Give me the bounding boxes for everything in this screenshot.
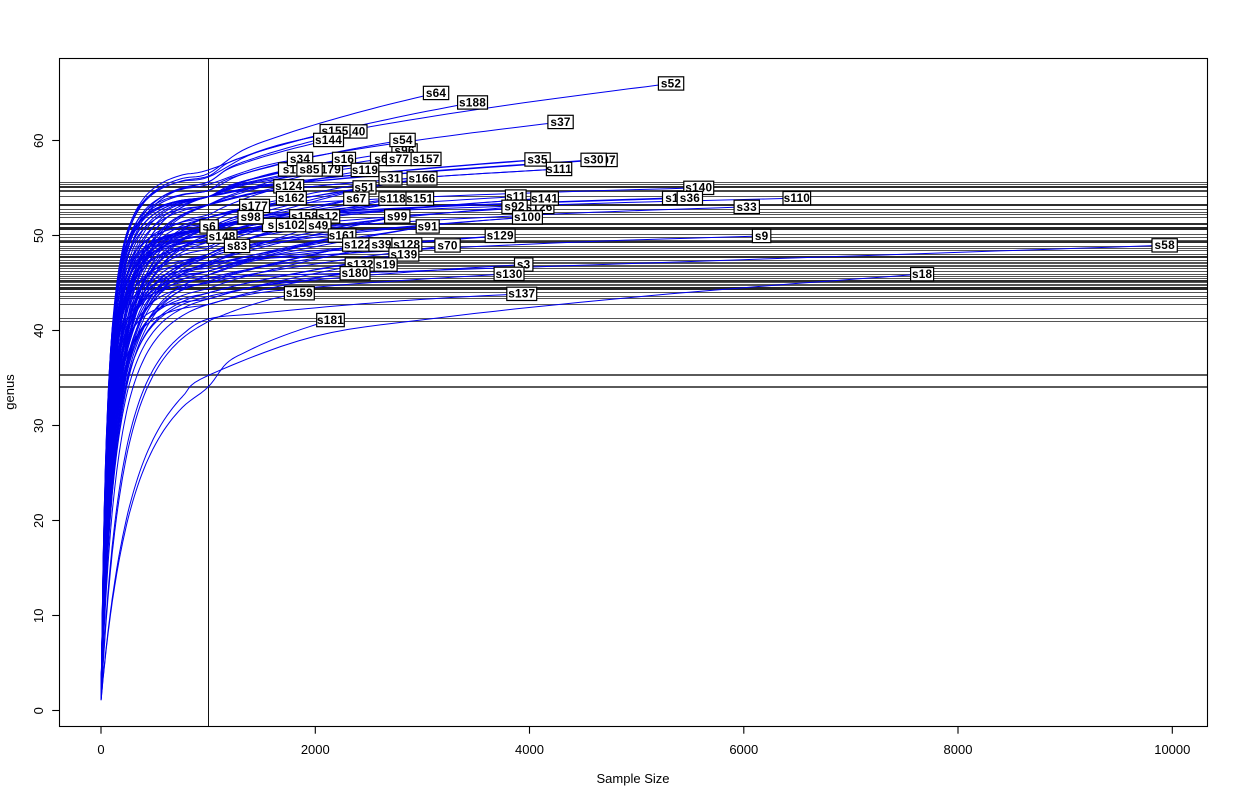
svg-text:0: 0 (97, 742, 104, 757)
svg-text:6000: 6000 (729, 742, 758, 757)
svg-text:s54: s54 (392, 133, 413, 147)
svg-text:s16: s16 (334, 152, 355, 166)
svg-text:s83: s83 (227, 239, 248, 253)
svg-text:s100: s100 (514, 210, 541, 224)
svg-text:s119: s119 (352, 163, 379, 177)
svg-text:s144: s144 (315, 133, 342, 147)
svg-text:genus: genus (2, 374, 17, 410)
svg-text:s30: s30 (583, 153, 604, 167)
svg-text:s102: s102 (278, 218, 305, 232)
svg-text:s162: s162 (278, 191, 305, 205)
svg-text:0: 0 (31, 707, 46, 714)
svg-text:s36: s36 (680, 191, 701, 205)
svg-text:s137: s137 (508, 287, 535, 301)
svg-text:s52: s52 (661, 76, 682, 90)
svg-text:s151: s151 (406, 192, 433, 206)
svg-text:10000: 10000 (1154, 742, 1190, 757)
svg-text:s98: s98 (241, 210, 262, 224)
svg-text:s181: s181 (317, 313, 344, 327)
svg-text:s51: s51 (354, 180, 375, 194)
svg-text:s159: s159 (286, 286, 313, 300)
svg-text:s110: s110 (784, 191, 811, 205)
svg-text:s31: s31 (380, 171, 401, 185)
svg-text:s49: s49 (308, 218, 329, 232)
svg-text:s1: s1 (665, 191, 679, 205)
svg-text:s130: s130 (495, 267, 522, 281)
svg-text:s141: s141 (531, 191, 558, 205)
svg-text:s58: s58 (1155, 238, 1176, 252)
svg-text:s33: s33 (737, 200, 758, 214)
svg-text:s166: s166 (408, 171, 435, 185)
svg-text:s64: s64 (426, 86, 447, 100)
svg-text:40: 40 (31, 324, 46, 338)
svg-text:10: 10 (31, 609, 46, 623)
svg-text:s177: s177 (241, 199, 268, 213)
svg-text:s67: s67 (346, 192, 367, 206)
svg-text:s122: s122 (344, 238, 371, 252)
svg-text:s85: s85 (299, 162, 320, 176)
svg-text:s19: s19 (375, 257, 396, 271)
svg-text:s35: s35 (527, 152, 548, 166)
svg-text:8000: 8000 (944, 742, 973, 757)
svg-text:30: 30 (31, 419, 46, 433)
svg-text:s99: s99 (387, 209, 408, 223)
svg-text:Sample Size: Sample Size (597, 771, 670, 786)
svg-text:4000: 4000 (515, 742, 544, 757)
svg-text:50: 50 (31, 229, 46, 243)
svg-text:s129: s129 (487, 229, 514, 243)
svg-text:s188: s188 (459, 95, 486, 109)
svg-text:s9: s9 (755, 229, 769, 243)
svg-text:60: 60 (31, 134, 46, 148)
svg-text:s: s (268, 218, 275, 232)
svg-text:s18: s18 (912, 267, 933, 281)
svg-text:s111: s111 (546, 162, 572, 176)
svg-text:20: 20 (31, 514, 46, 528)
svg-text:s157: s157 (412, 152, 439, 166)
svg-text:s6: s6 (374, 152, 388, 166)
svg-text:2000: 2000 (301, 742, 330, 757)
svg-text:s77: s77 (389, 152, 410, 166)
svg-text:s37: s37 (550, 115, 571, 129)
svg-text:s180: s180 (341, 266, 368, 280)
svg-text:s118: s118 (379, 192, 406, 206)
svg-text:s91: s91 (418, 219, 439, 233)
svg-text:s70: s70 (437, 238, 458, 252)
svg-text:s39: s39 (371, 238, 392, 252)
svg-text:s124: s124 (275, 179, 302, 193)
